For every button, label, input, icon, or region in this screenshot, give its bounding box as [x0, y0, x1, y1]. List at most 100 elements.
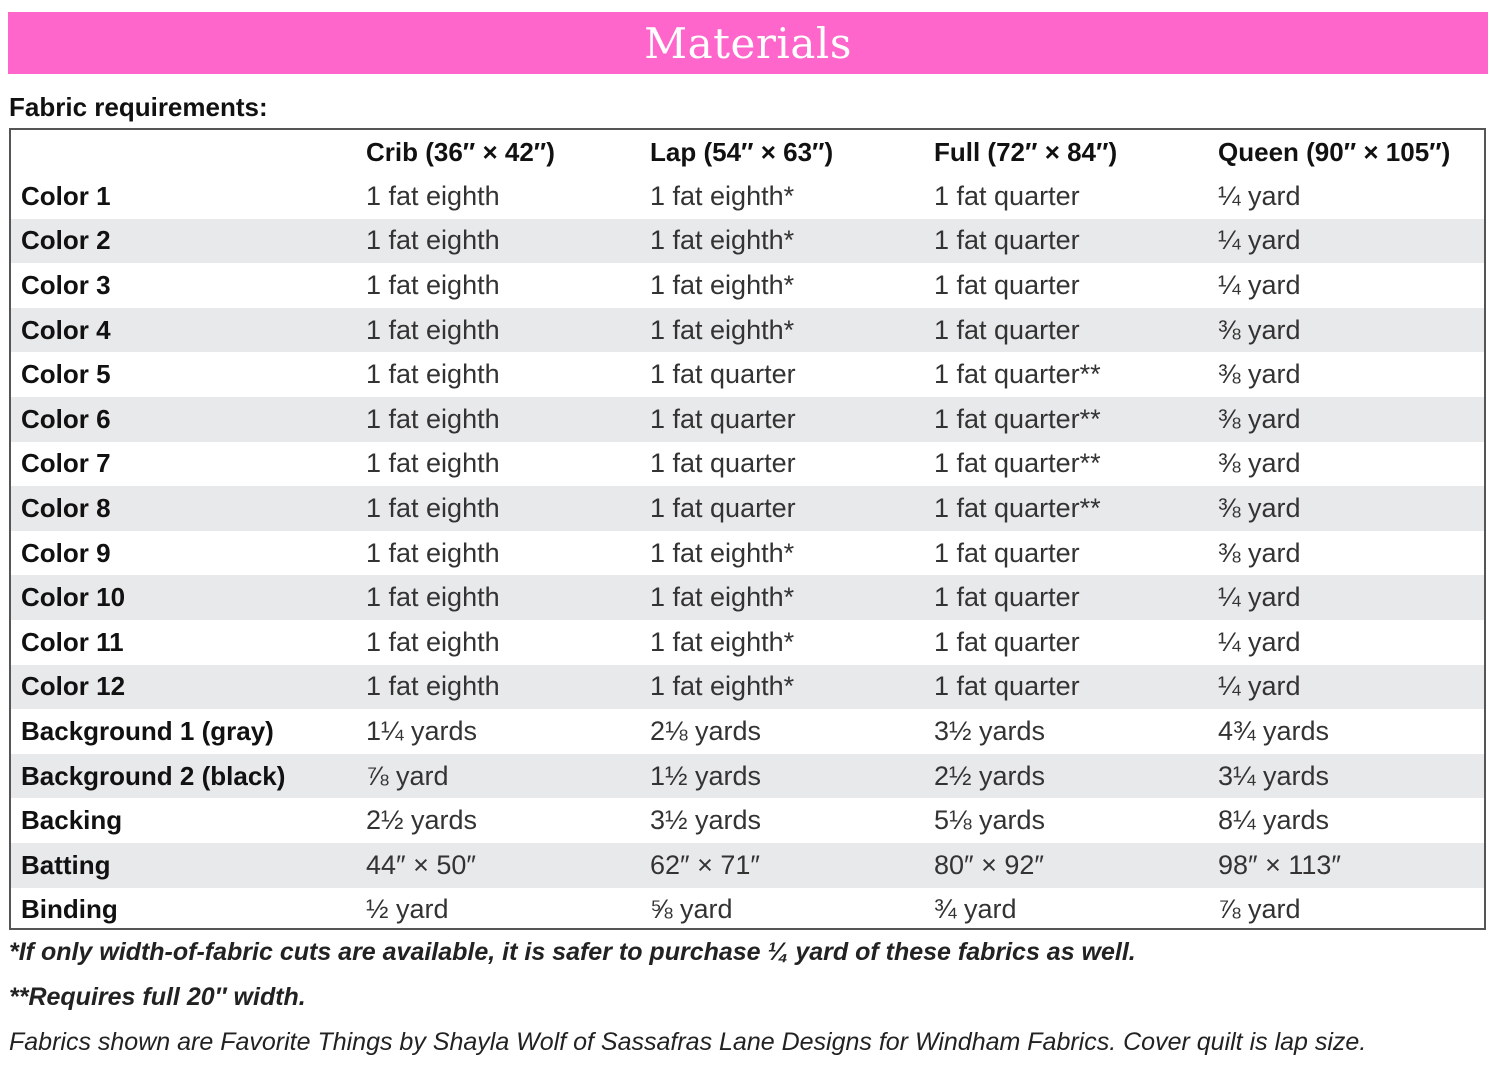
- table-cell: 1 fat eighth: [356, 486, 640, 531]
- row-label: Color 4: [11, 307, 356, 353]
- table-row: Color 12 1 fat eighth 1 fat eighth* 1 fat q…: [11, 664, 1484, 710]
- table-cell: 1 fat quarter: [934, 537, 1080, 568]
- table-cell: 1 fat eighth*: [650, 626, 795, 657]
- header-crib: Crib (36″ × 42″): [366, 136, 555, 167]
- table-cell: ¼ yard: [1208, 218, 1484, 264]
- table-cell: 1 fat quarter: [924, 664, 1208, 710]
- footnote-two-star: **Requires full 20″ width.: [9, 983, 306, 1011]
- table-cell: 1 fat quarter: [924, 575, 1208, 620]
- table-cell: ¼ yard: [1218, 626, 1301, 657]
- table-cell: 1 fat eighth*: [640, 218, 924, 264]
- table-cell: 1 fat eighth: [366, 537, 500, 568]
- table-cell: 1 fat eighth*: [640, 575, 924, 620]
- table-cell: 1 fat eighth: [366, 359, 500, 390]
- table-cell: ¾ yard: [934, 894, 1017, 925]
- row-label: Background 2 (black): [11, 753, 356, 799]
- table-cell: 2½ yards: [924, 753, 1208, 799]
- table-cell: 4¾ yards: [1218, 715, 1330, 746]
- table-cell: 1 fat quarter: [640, 396, 924, 442]
- fabric-credit-note: Fabrics shown are Favorite Things by Sha…: [9, 1028, 1367, 1056]
- table-header-row: Crib (36″ × 42″) Lap (54″ × 63″) Full (7…: [11, 130, 1484, 174]
- row-label: Color 3: [21, 269, 111, 300]
- table-cell: 1 fat eighth*: [650, 537, 795, 568]
- table-cell: 80″ × 92″: [924, 842, 1208, 888]
- row-label: Background 1 (gray): [21, 715, 274, 746]
- row-label: Color 8: [11, 486, 356, 531]
- table-cell: 1 fat quarter: [934, 626, 1080, 657]
- table-row: Binding ½ yard ⅝ yard ¾ yard ⅞ yard: [11, 888, 1484, 933]
- table-cell: 3½ yards: [934, 715, 1046, 746]
- table-cell: 1 fat quarter: [924, 218, 1208, 264]
- table-cell: 1 fat eighth: [366, 448, 500, 479]
- table-cell: ⅜ yard: [1208, 396, 1484, 442]
- table-cell: 8¼ yards: [1218, 805, 1330, 836]
- header-blank: [11, 130, 356, 174]
- table-row: Background 2 (black) ⅞ yard 1½ yards 2½ yar…: [11, 753, 1484, 799]
- row-label: Color 7: [21, 448, 111, 479]
- table-cell: 2⅛ yards: [650, 715, 762, 746]
- table-cell: ¼ yard: [1218, 269, 1301, 300]
- table-row: Color 5 1 fat eighth 1 fat quarter 1 fat qu…: [11, 352, 1484, 397]
- table-cell: 3¼ yards: [1208, 753, 1484, 799]
- table-cell: ⅞ yard: [356, 753, 640, 799]
- table-cell: 1 fat eighth: [356, 307, 640, 353]
- table-cell: ¼ yard: [1208, 575, 1484, 620]
- banner-title: Materials: [644, 18, 852, 68]
- table-cell: 1¼ yards: [366, 715, 478, 746]
- table-cell: 62″ × 71″: [640, 842, 924, 888]
- row-label: Color 6: [11, 396, 356, 442]
- table-row: Backing 2½ yards 3½ yards 5⅛ yards 8¼ yards: [11, 798, 1484, 843]
- row-label: Color 12: [11, 664, 356, 710]
- table-cell: 5⅛ yards: [934, 805, 1046, 836]
- table-cell: ¼ yard: [1208, 664, 1484, 710]
- table-cell: 1 fat eighth: [356, 664, 640, 710]
- table-cell: ⅜ yard: [1208, 307, 1484, 353]
- table-row: Color 1 1 fat eighth 1 fat eighth* 1 fat qu…: [11, 174, 1484, 219]
- table-cell: 1 fat eighth*: [650, 180, 795, 211]
- table-cell: 1 fat quarter: [934, 180, 1080, 211]
- header-queen: Queen (90″ × 105″): [1218, 136, 1451, 167]
- table-cell: 3½ yards: [650, 805, 762, 836]
- table-cell: ⅜ yard: [1218, 359, 1301, 390]
- table-cell: 1 fat quarter**: [934, 359, 1101, 390]
- table-cell: 1 fat quarter: [640, 486, 924, 531]
- row-label: Color 11: [21, 626, 124, 657]
- table-row: Color 11 1 fat eighth 1 fat eighth* 1 fat q…: [11, 620, 1484, 665]
- row-label: Color 5: [21, 359, 111, 390]
- fabric-requirements-heading: Fabric requirements:: [9, 92, 268, 122]
- table-cell: ⅝ yard: [650, 894, 733, 925]
- row-label: Batting: [11, 842, 356, 888]
- footnote-one-star: *If only width-of-fabric cuts are availa…: [9, 938, 1136, 966]
- table-cell: 1 fat quarter**: [924, 396, 1208, 442]
- row-label: Backing: [21, 805, 123, 836]
- table-cell: ½ yard: [366, 894, 449, 925]
- table-cell: ⅞ yard: [1218, 894, 1301, 925]
- table-cell: ⅜ yard: [1208, 486, 1484, 531]
- table-row: Background 1 (gray) 1¼ yards 2⅛ yards 3½ ya…: [11, 709, 1484, 754]
- table-cell: 98″ × 113″: [1208, 842, 1484, 888]
- table-cell: ⅜ yard: [1218, 537, 1301, 568]
- header-lap: Lap (54″ × 63″): [650, 136, 834, 167]
- table-cell: 1 fat quarter: [934, 269, 1080, 300]
- table-cell: 1 fat quarter: [924, 307, 1208, 353]
- table-cell: 1 fat eighth: [366, 626, 500, 657]
- table-cell: 1 fat eighth: [356, 218, 640, 264]
- table-cell: 1 fat quarter**: [924, 486, 1208, 531]
- materials-banner: Materials: [8, 12, 1488, 74]
- row-label: Color 2: [11, 218, 356, 264]
- table-cell: 1 fat eighth: [366, 269, 500, 300]
- fabric-requirements-table: Crib (36″ × 42″) Lap (54″ × 63″) Full (7…: [9, 128, 1486, 930]
- header-full: Full (72″ × 84″): [934, 136, 1118, 167]
- table-cell: 2½ yards: [366, 805, 478, 836]
- table-row: Color 9 1 fat eighth 1 fat eighth* 1 fat qu…: [11, 531, 1484, 576]
- table-cell: 1 fat eighth: [356, 396, 640, 442]
- table-cell: 1 fat quarter**: [934, 448, 1101, 479]
- row-label: Binding: [21, 894, 118, 925]
- table-cell: 1 fat eighth*: [650, 269, 795, 300]
- table-cell: 1 fat eighth: [356, 575, 640, 620]
- table-cell: 1 fat quarter: [650, 448, 796, 479]
